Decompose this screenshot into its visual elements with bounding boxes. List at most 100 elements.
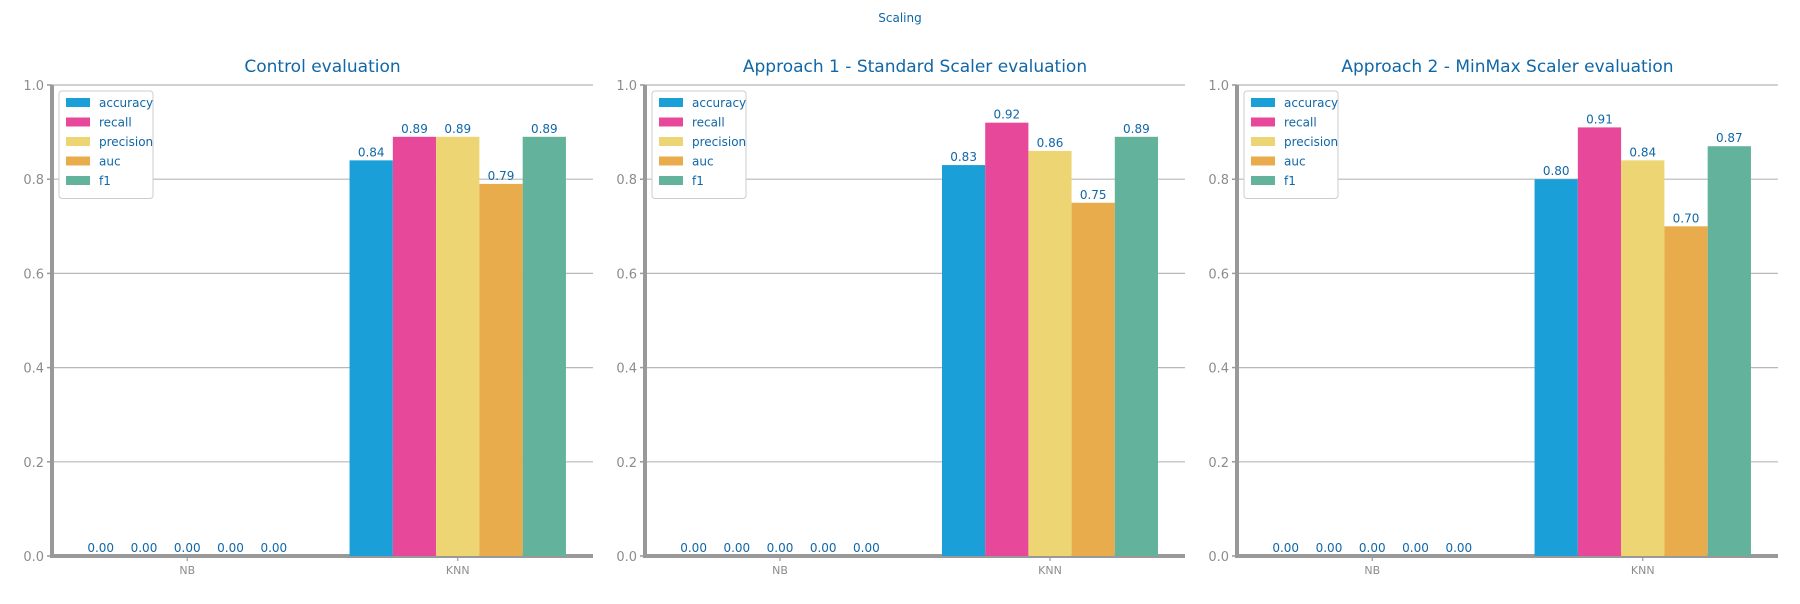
x-tick-label: NB bbox=[772, 564, 788, 577]
bar-accuracy-knn bbox=[942, 165, 986, 556]
legend-swatch-f1 bbox=[1251, 176, 1275, 185]
legend-label-accuracy: accuracy bbox=[1284, 96, 1338, 110]
legend-label-f1: f1 bbox=[99, 174, 111, 188]
y-tick-label: 0.8 bbox=[616, 173, 637, 188]
bar-auc-knn bbox=[1071, 202, 1115, 556]
legend-swatch-f1 bbox=[66, 176, 90, 185]
data-label: 0.83 bbox=[950, 150, 977, 164]
bar-accuracy-knn bbox=[349, 160, 393, 557]
data-label: 0.00 bbox=[723, 541, 750, 555]
data-label: 0.91 bbox=[1586, 112, 1613, 126]
y-tick-label: 0.6 bbox=[616, 267, 637, 282]
legend-label-precision: precision bbox=[692, 135, 746, 149]
data-label: 0.00 bbox=[1316, 541, 1343, 555]
y-tick-label: 0.0 bbox=[616, 550, 637, 565]
bar-accuracy-knn bbox=[1534, 179, 1578, 556]
x-tick-label: NB bbox=[1364, 564, 1380, 577]
data-label: 0.89 bbox=[444, 122, 471, 136]
data-label: 0.79 bbox=[488, 169, 515, 183]
bar-recall-knn bbox=[1577, 127, 1622, 556]
chart-panel-2: Approach 1 - Standard Scaler evaluation 0… bbox=[616, 57, 1185, 577]
chart-title: Approach 2 - MinMax Scaler evaluation bbox=[1341, 57, 1673, 77]
legend-swatch-auc bbox=[1251, 156, 1275, 166]
y-tick-label: 0.2 bbox=[616, 456, 637, 471]
data-label: 0.00 bbox=[131, 541, 158, 555]
legend-swatch-precision bbox=[1251, 137, 1275, 146]
y-tick-label: 0.0 bbox=[23, 550, 44, 565]
data-label: 0.00 bbox=[1272, 541, 1299, 555]
y-tick-label: 1.0 bbox=[23, 79, 44, 94]
y-tick-label: 0.8 bbox=[1208, 173, 1229, 188]
legend-swatch-recall bbox=[1251, 117, 1275, 127]
legend-swatch-recall bbox=[659, 117, 683, 127]
data-label: 0.80 bbox=[1543, 164, 1570, 178]
y-tick-label: 0.2 bbox=[1208, 456, 1229, 471]
legend-label-accuracy: accuracy bbox=[99, 96, 153, 110]
data-label: 0.00 bbox=[217, 541, 244, 555]
data-label: 0.00 bbox=[810, 541, 837, 555]
legend-label-precision: precision bbox=[1284, 135, 1338, 149]
data-label: 0.84 bbox=[1629, 145, 1656, 159]
y-tick-label: 0.4 bbox=[23, 362, 44, 377]
legend-swatch-accuracy bbox=[659, 98, 683, 107]
data-label: 0.89 bbox=[1123, 122, 1150, 136]
x-tick-label: KNN bbox=[1631, 564, 1655, 577]
y-tick-label: 0.6 bbox=[23, 267, 44, 282]
legend-swatch-precision bbox=[659, 137, 683, 146]
y-tick-label: 0.8 bbox=[23, 173, 44, 188]
bar-f1-knn bbox=[522, 136, 566, 556]
data-label: 0.92 bbox=[993, 108, 1020, 122]
data-label: 0.00 bbox=[87, 541, 114, 555]
legend-label-f1: f1 bbox=[1284, 174, 1296, 188]
legend-swatch-auc bbox=[66, 156, 90, 166]
legend-label-precision: precision bbox=[99, 135, 153, 149]
data-label: 0.89 bbox=[531, 122, 558, 136]
chart-panel-3: Approach 2 - MinMax Scaler evaluation 0.0… bbox=[1208, 57, 1778, 577]
bar-auc-knn bbox=[479, 183, 523, 556]
bar-precision-knn bbox=[1028, 150, 1072, 556]
legend-label-auc: auc bbox=[99, 155, 121, 169]
legend-label-recall: recall bbox=[1284, 116, 1317, 130]
chart-title: Approach 1 - Standard Scaler evaluation bbox=[743, 57, 1087, 77]
legend-swatch-accuracy bbox=[1251, 98, 1275, 107]
data-label: 0.84 bbox=[358, 145, 385, 159]
bar-f1-knn bbox=[1707, 146, 1751, 557]
y-tick-label: 0.0 bbox=[1208, 550, 1229, 565]
data-label: 0.00 bbox=[1359, 541, 1386, 555]
bar-f1-knn bbox=[1114, 136, 1158, 556]
bar-precision-knn bbox=[436, 136, 480, 556]
legend-swatch-f1 bbox=[659, 176, 683, 185]
y-tick-label: 0.6 bbox=[1208, 267, 1229, 282]
legend-swatch-precision bbox=[66, 137, 90, 146]
data-label: 0.86 bbox=[1037, 136, 1064, 150]
y-tick-label: 0.4 bbox=[1208, 362, 1229, 377]
data-label: 0.00 bbox=[680, 541, 707, 555]
data-label: 0.00 bbox=[260, 541, 287, 555]
legend-label-auc: auc bbox=[692, 155, 714, 169]
data-label: 0.00 bbox=[1445, 541, 1472, 555]
y-tick-label: 0.4 bbox=[616, 362, 637, 377]
bar-recall-knn bbox=[392, 136, 437, 556]
data-label: 0.87 bbox=[1716, 131, 1743, 145]
figure-title: Scaling bbox=[878, 11, 921, 25]
legend-swatch-accuracy bbox=[66, 98, 90, 107]
chart-title: Control evaluation bbox=[244, 57, 400, 77]
data-label: 0.00 bbox=[767, 541, 794, 555]
legend-label-accuracy: accuracy bbox=[692, 96, 746, 110]
y-tick-label: 1.0 bbox=[1208, 79, 1229, 94]
x-tick-label: KNN bbox=[446, 564, 470, 577]
legend-label-recall: recall bbox=[99, 116, 132, 130]
legend-swatch-auc bbox=[659, 156, 683, 166]
y-tick-label: 0.2 bbox=[23, 456, 44, 471]
y-tick-label: 1.0 bbox=[616, 79, 637, 94]
data-label: 0.75 bbox=[1080, 188, 1107, 202]
chart-panel-1: Control evaluation 0.0 0.2 0.4 0.6 0.8 1.0 NB 0.… bbox=[23, 57, 593, 577]
bar-precision-knn bbox=[1621, 160, 1665, 557]
data-label: 0.70 bbox=[1673, 211, 1700, 225]
data-label: 0.00 bbox=[174, 541, 201, 555]
legend-label-recall: recall bbox=[692, 116, 725, 130]
legend-swatch-recall bbox=[66, 117, 90, 127]
x-tick-label: NB bbox=[179, 564, 195, 577]
